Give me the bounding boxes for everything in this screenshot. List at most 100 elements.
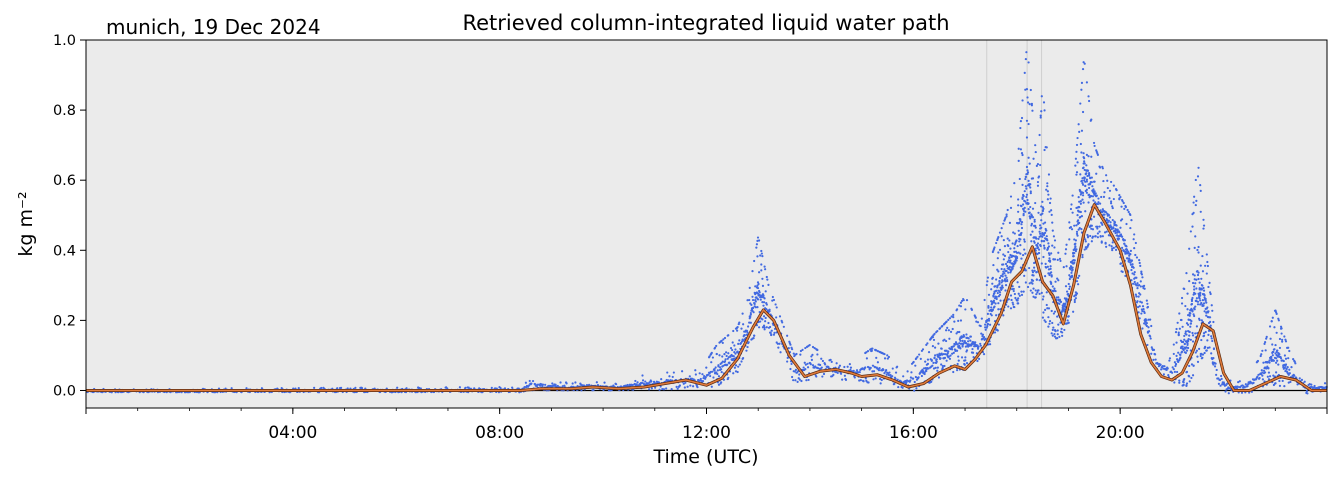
lwp-point — [980, 332, 983, 335]
lwp-point — [1056, 333, 1059, 336]
lwp-point — [1137, 295, 1140, 298]
lwp-point — [752, 311, 755, 314]
lwp-point — [712, 376, 715, 379]
lwp-point — [965, 299, 969, 302]
lwp-point — [1185, 370, 1189, 373]
lwp-point — [528, 384, 531, 387]
lwp-point — [1043, 148, 1046, 152]
lwp-point — [1091, 185, 1094, 188]
lwp-point — [1160, 368, 1163, 371]
lwp-point — [848, 363, 851, 366]
lwp-point — [858, 379, 861, 382]
lwp-point — [571, 382, 574, 385]
lwp-point — [1267, 371, 1271, 374]
lwp-point — [1037, 211, 1040, 214]
lwp-point — [1019, 233, 1023, 236]
lwp-point — [936, 366, 939, 369]
lwp-point — [1078, 221, 1081, 224]
lwp-point — [1041, 298, 1044, 301]
lwp-point — [1033, 218, 1036, 221]
lwp-point — [1182, 340, 1185, 344]
lwp-point — [997, 270, 1000, 273]
lwp-point — [1236, 385, 1239, 388]
lwp-point — [1009, 247, 1012, 250]
lwp-point — [1172, 368, 1175, 371]
lwp-point — [1036, 242, 1040, 245]
lwp-point — [1202, 286, 1205, 290]
lwp-point — [1004, 262, 1008, 266]
lwp-point — [1058, 302, 1061, 305]
lwp-point — [1096, 227, 1099, 230]
lwp-point — [1052, 326, 1055, 329]
lwp-point — [1072, 255, 1075, 258]
lwp-point — [1292, 358, 1295, 361]
lwp-point — [1075, 230, 1079, 233]
lwp-point — [910, 371, 913, 374]
lwp-point — [734, 348, 737, 351]
lwp-point — [794, 368, 798, 371]
lwp-point — [1125, 248, 1129, 252]
lwp-point — [1068, 221, 1071, 224]
lwp-point — [1278, 353, 1281, 356]
lwp-point — [1199, 189, 1202, 192]
lwp-point — [1106, 186, 1109, 190]
lwp-point — [751, 306, 755, 309]
lwp-point — [1209, 292, 1212, 296]
lwp-point — [968, 344, 971, 347]
lwp-point — [494, 387, 497, 390]
lwp-point — [756, 255, 759, 258]
lwp-point — [721, 355, 724, 358]
lwp-point — [1011, 242, 1014, 245]
lwp-point — [763, 297, 766, 300]
lwp-point — [1071, 268, 1074, 271]
lwp-point — [1180, 318, 1183, 322]
lwp-point — [1046, 190, 1049, 193]
lwp-point — [539, 384, 542, 387]
lwp-point — [937, 342, 940, 345]
lwp-point — [1024, 88, 1027, 91]
lwp-point — [1039, 114, 1042, 117]
lwp-point — [1111, 206, 1114, 210]
lwp-point — [1008, 261, 1012, 264]
plot-background — [86, 40, 1327, 408]
lwp-point — [959, 347, 962, 350]
lwp-point — [1032, 274, 1035, 277]
lwp-point — [1019, 126, 1022, 130]
lwp-point — [1088, 99, 1091, 103]
lwp-point — [1138, 259, 1141, 262]
lwp-point — [1031, 177, 1035, 180]
lwp-point — [1079, 190, 1082, 193]
lwp-point — [1083, 248, 1086, 251]
lwp-point — [1081, 194, 1085, 197]
lwp-point — [1047, 193, 1050, 196]
lwp-point — [1091, 235, 1095, 238]
lwp-point — [1071, 266, 1074, 269]
lwp-point — [815, 375, 818, 378]
lwp-point — [1202, 227, 1205, 230]
lwp-point — [1021, 153, 1024, 157]
lwp-point — [976, 347, 980, 350]
lwp-point — [989, 323, 992, 326]
lwp-point — [1192, 293, 1195, 296]
lwp-point — [1175, 354, 1178, 357]
lwp-point — [1044, 275, 1047, 278]
lwp-point — [1112, 246, 1115, 250]
lwp-point — [1120, 205, 1123, 208]
lwp-point — [1012, 289, 1015, 293]
lwp-point — [245, 387, 248, 390]
lwp-point — [1190, 299, 1194, 303]
lwp-point — [1192, 364, 1195, 367]
lwp-point — [740, 327, 743, 330]
lwp-point — [1258, 376, 1261, 380]
lwp-point — [984, 328, 987, 331]
lwp-point — [932, 361, 935, 364]
lwp-point — [872, 378, 875, 381]
lwp-point — [1050, 275, 1053, 278]
lwp-point — [1001, 286, 1004, 289]
lwp-point — [721, 360, 724, 363]
lwp-point — [1042, 222, 1045, 225]
lwp-point — [1193, 314, 1196, 318]
lwp-point — [1103, 191, 1106, 194]
lwp-point — [1141, 327, 1144, 330]
